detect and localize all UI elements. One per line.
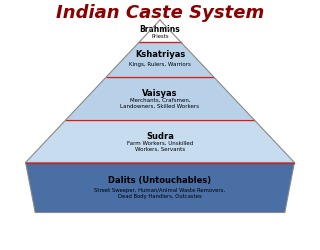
Polygon shape — [26, 120, 294, 162]
Text: Dalits (Untouchables): Dalits (Untouchables) — [108, 176, 212, 185]
Text: Kshatriyas: Kshatriyas — [135, 50, 185, 59]
Text: Sudra: Sudra — [146, 132, 174, 141]
Polygon shape — [26, 162, 294, 212]
Text: Merchants, Crafsmen,
Landowners, Skilled Workers: Merchants, Crafsmen, Landowners, Skilled… — [121, 98, 199, 109]
Text: Indian Caste System: Indian Caste System — [56, 4, 264, 22]
Text: Vaisyas: Vaisyas — [142, 89, 178, 98]
Polygon shape — [107, 42, 213, 76]
Text: Brahmins: Brahmins — [140, 25, 180, 34]
Polygon shape — [66, 76, 254, 120]
Text: Kings, Rulers, Warriors: Kings, Rulers, Warriors — [129, 62, 191, 67]
Polygon shape — [139, 20, 181, 42]
Text: Farm Workers, Unskilled
Workers, Servants: Farm Workers, Unskilled Workers, Servant… — [127, 141, 193, 152]
Text: Priests: Priests — [151, 34, 169, 39]
Text: Street Sweeper, Human/Animal Waste Removers,
Dead Body Handlers, Outcastes: Street Sweeper, Human/Animal Waste Remov… — [94, 188, 226, 199]
